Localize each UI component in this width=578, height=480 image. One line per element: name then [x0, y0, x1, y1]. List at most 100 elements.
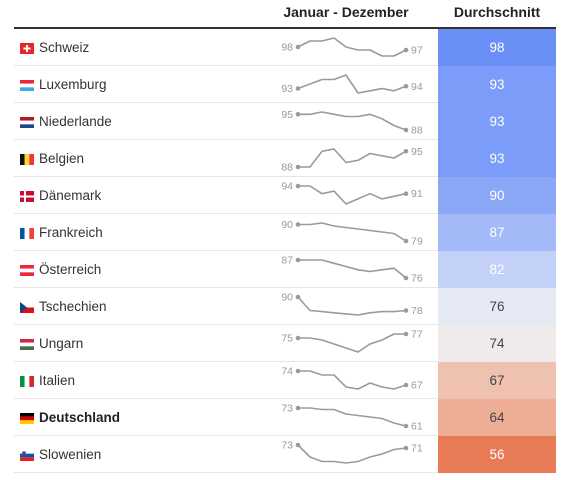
row-divider [14, 250, 438, 251]
table-row: Ungarn 75 77 74 [0, 325, 578, 362]
sparkline-end-label: 94 [411, 81, 423, 93]
row-divider [14, 139, 438, 140]
sparkline-start-label: 98 [281, 42, 293, 54]
country-name: Dänemark [39, 188, 102, 203]
trend-sparkline: 90 78 [281, 292, 423, 318]
sparkline-start-label: 94 [281, 181, 293, 193]
row-divider [14, 324, 438, 325]
trend-sparkline: 73 71 [281, 440, 423, 464]
sparkline-path [298, 185, 407, 205]
sparkline-start-dot [295, 294, 301, 300]
header-divider [14, 27, 556, 29]
sparkline-start-label: 73 [281, 440, 293, 452]
flag-at-icon [20, 263, 34, 276]
sparkline-start-dot [295, 257, 301, 263]
sparkline-end-label: 71 [411, 443, 423, 455]
sparkline-start-dot [295, 44, 301, 50]
sparkline-start-label: 87 [281, 255, 293, 267]
country-name: Belgien [39, 151, 85, 166]
sparkline-path [298, 222, 407, 242]
average-cell: 87 [438, 214, 556, 251]
trend-sparkline: 73 61 [281, 403, 423, 433]
flag-nl-icon [20, 115, 34, 128]
row-divider [14, 398, 438, 399]
row-divider [14, 65, 438, 66]
sparkline-path [298, 370, 407, 390]
trend-sparkline: 94 91 [281, 181, 423, 205]
sparkline-start-label: 90 [281, 292, 293, 304]
sparkline-end-dot [403, 148, 409, 154]
row-divider [14, 435, 438, 436]
column-header-average: Durchschnitt [453, 4, 541, 20]
country-name: Italien [39, 373, 76, 388]
sparkline-start-label: 75 [281, 333, 293, 345]
trend-sparkline: 87 76 [281, 255, 423, 285]
sparkline-start-label: 73 [281, 403, 293, 415]
table-row: Tschechien 90 78 76 [0, 288, 578, 325]
row-divider [14, 287, 438, 288]
sparkline-path [298, 111, 407, 131]
country-name: Deutschland [39, 410, 121, 425]
table-row: Deutschland 73 61 64 [0, 399, 578, 436]
sparkline-start-label: 74 [281, 366, 293, 378]
column-header-range: Januar - Dezember [283, 4, 409, 20]
trend-sparkline: 74 67 [281, 366, 423, 392]
sparkline-path [298, 407, 407, 427]
sparkline-end-label: 78 [411, 305, 423, 317]
sparkline-path [297, 296, 407, 316]
country-name: Slowenien [39, 447, 102, 462]
country-name: Ungarn [39, 336, 84, 351]
sparkline-path [298, 259, 407, 279]
country-name: Luxemburg [39, 77, 107, 92]
country-name: Niederlande [39, 114, 112, 129]
sparkline-start-dot [295, 335, 301, 341]
average-cell: 67 [438, 362, 556, 399]
average-cell: 74 [438, 325, 556, 362]
sparkline-start-dot [295, 111, 301, 117]
sparkline-end-dot [403, 331, 409, 337]
sparkline-end-label: 97 [411, 45, 423, 57]
sparkline-start-dot [295, 368, 301, 374]
flag-ch-icon [20, 41, 34, 54]
flag-lu-icon [20, 78, 34, 91]
table-row: Luxemburg 93 94 93 [0, 66, 578, 103]
sparkline-start-dot [295, 86, 301, 91]
sparkline-end-dot [403, 47, 409, 53]
sparkline-start-label: 93 [281, 83, 293, 95]
sparkline-end-dot [403, 308, 409, 313]
country-name: Österreich [39, 262, 102, 277]
average-cell: 90 [438, 177, 556, 214]
country-name: Tschechien [39, 299, 107, 314]
flag-it-icon [20, 374, 34, 387]
table-row: Niederlande 95 88 93 [0, 103, 578, 140]
sparkline-end-label: 88 [411, 125, 423, 137]
sparkline-start-dot [295, 164, 301, 170]
flag-si-icon [20, 448, 34, 461]
flag-cz-icon [20, 300, 34, 313]
flag-be-icon [20, 152, 34, 165]
sparkline-end-dot [403, 423, 409, 429]
trend-sparkline: 88 95 [281, 146, 423, 174]
sparkline-start-dot [295, 222, 301, 227]
sparkline-start-label: 88 [281, 162, 293, 174]
row-divider [14, 472, 438, 473]
sparkline-path [297, 37, 407, 57]
trend-sparkline: 90 79 [281, 219, 423, 248]
table-row: Frankreich 90 79 87 [0, 214, 578, 251]
average-cell: 93 [438, 66, 556, 103]
flag-hu-icon [20, 337, 34, 350]
sparkline-end-label: 79 [411, 236, 423, 248]
country-name: Frankreich [39, 225, 103, 240]
average-cell: 98 [438, 29, 556, 66]
sparkline-end-label: 91 [411, 188, 423, 200]
average-cell: 64 [438, 399, 556, 436]
trend-sparkline: 95 88 [281, 109, 423, 137]
table-row: Belgien 88 95 93 [0, 140, 578, 177]
trend-sparkline: 75 77 [281, 329, 423, 353]
sparkline-start-dot [295, 442, 301, 448]
trend-sparkline: 93 94 [281, 74, 423, 95]
sparkline-end-label: 67 [411, 380, 423, 392]
table-row: Slowenien 73 71 56 [0, 436, 578, 473]
sparkline-end-label: 61 [411, 421, 423, 433]
row-divider [14, 102, 438, 103]
